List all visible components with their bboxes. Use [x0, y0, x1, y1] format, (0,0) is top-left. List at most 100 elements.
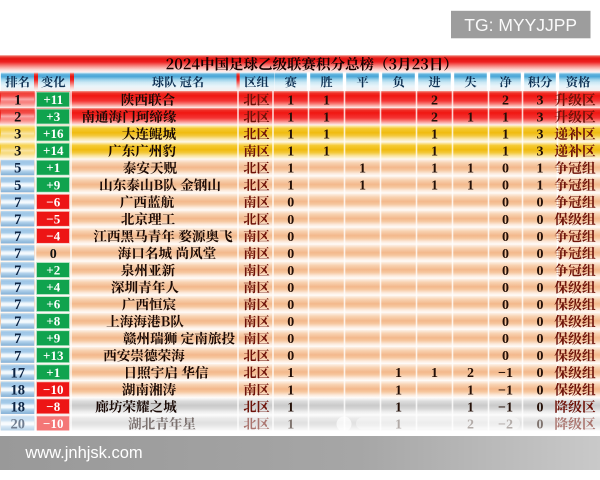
svg-text:+4: +4: [46, 280, 60, 295]
svg-text:7: 7: [14, 331, 21, 347]
svg-text:1: 1: [323, 93, 330, 108]
svg-text:0: 0: [537, 366, 544, 381]
svg-text:−5: −5: [46, 211, 60, 226]
svg-text:−1: −1: [498, 383, 513, 398]
svg-text:1: 1: [323, 128, 330, 143]
svg-text:0: 0: [287, 213, 294, 228]
svg-text:0: 0: [537, 349, 544, 364]
svg-text:−8: −8: [46, 399, 60, 414]
svg-text:TG: MYYJJPP: TG: MYYJJPP: [464, 15, 577, 35]
svg-text:0: 0: [502, 230, 509, 245]
svg-text:1: 1: [431, 366, 438, 381]
svg-text:−1: −1: [498, 400, 513, 415]
svg-text:1: 1: [467, 162, 474, 177]
svg-text:+16: +16: [43, 126, 64, 141]
svg-text:1: 1: [287, 400, 294, 415]
svg-text:0: 0: [537, 247, 544, 262]
svg-text:0: 0: [502, 349, 509, 364]
svg-text:0: 0: [537, 332, 544, 347]
svg-text:7: 7: [14, 212, 21, 228]
svg-text:0: 0: [287, 230, 294, 245]
svg-text:7: 7: [14, 280, 21, 296]
svg-text:3: 3: [537, 128, 544, 143]
svg-text:0: 0: [537, 383, 544, 398]
svg-text:2: 2: [467, 366, 474, 381]
svg-text:1: 1: [287, 93, 294, 108]
svg-text:0: 0: [287, 281, 294, 296]
svg-text:0: 0: [537, 213, 544, 228]
svg-text:1: 1: [287, 145, 294, 160]
svg-text:0: 0: [502, 196, 509, 211]
svg-text:www.jnhjsk.com: www.jnhjsk.com: [24, 444, 142, 462]
svg-text:−10: −10: [43, 382, 63, 397]
svg-text:1: 1: [467, 179, 474, 194]
svg-text:1: 1: [287, 366, 294, 381]
svg-text:1: 1: [287, 417, 294, 432]
svg-text:0: 0: [502, 179, 509, 194]
svg-text:−4: −4: [46, 228, 60, 243]
svg-text:7: 7: [14, 314, 21, 330]
svg-text:0: 0: [502, 264, 509, 279]
svg-text:1: 1: [502, 145, 509, 160]
svg-text:0: 0: [287, 264, 294, 279]
svg-text:+9: +9: [46, 331, 60, 346]
svg-text:0: 0: [502, 298, 509, 313]
svg-text:2: 2: [14, 110, 21, 126]
svg-text:0: 0: [287, 332, 294, 347]
svg-text:−10: −10: [43, 416, 63, 431]
svg-text:18: 18: [11, 382, 26, 398]
svg-text:+1: +1: [46, 160, 60, 175]
svg-text:1: 1: [323, 145, 330, 160]
svg-text:+2: +2: [46, 263, 60, 278]
svg-text:0: 0: [537, 400, 544, 415]
svg-text:+3: +3: [46, 109, 60, 124]
svg-text:0: 0: [502, 281, 509, 296]
svg-text:0: 0: [537, 281, 544, 296]
svg-text:1: 1: [537, 162, 544, 177]
svg-text:3: 3: [14, 127, 21, 143]
svg-text:1: 1: [537, 179, 544, 194]
svg-text:1: 1: [467, 383, 474, 398]
svg-text:5: 5: [14, 178, 21, 194]
svg-text:0: 0: [287, 315, 294, 330]
svg-text:+6: +6: [46, 297, 60, 312]
svg-text:2: 2: [467, 417, 474, 432]
svg-text:+9: +9: [46, 177, 60, 192]
svg-text:3: 3: [14, 144, 21, 160]
svg-text:2: 2: [431, 93, 438, 108]
svg-text:1: 1: [287, 162, 294, 177]
svg-text:3: 3: [537, 145, 544, 160]
svg-text:18: 18: [11, 399, 26, 415]
svg-text:0: 0: [502, 213, 509, 228]
svg-text:0: 0: [287, 298, 294, 313]
svg-text:2: 2: [431, 110, 438, 125]
svg-text:0: 0: [502, 332, 509, 347]
svg-text:20: 20: [11, 416, 26, 432]
svg-text:1: 1: [395, 400, 402, 415]
svg-text:2: 2: [502, 93, 509, 108]
svg-text:1: 1: [502, 128, 509, 143]
svg-text:1: 1: [431, 128, 438, 143]
svg-text:1: 1: [287, 110, 294, 125]
svg-text:0: 0: [287, 196, 294, 211]
svg-text:7: 7: [14, 195, 21, 211]
svg-text:5: 5: [14, 161, 21, 177]
svg-text:0: 0: [537, 298, 544, 313]
svg-text:+8: +8: [46, 314, 60, 329]
svg-text:0: 0: [537, 417, 544, 432]
svg-text:0: 0: [502, 247, 509, 262]
svg-text:0: 0: [537, 196, 544, 211]
svg-text:0: 0: [537, 315, 544, 330]
svg-text:−6: −6: [46, 194, 60, 209]
svg-text:+11: +11: [43, 92, 63, 107]
svg-text:3: 3: [537, 110, 544, 125]
svg-text:0: 0: [287, 247, 294, 262]
svg-text:1: 1: [287, 128, 294, 143]
svg-text:+1: +1: [46, 365, 60, 380]
svg-text:1: 1: [502, 110, 509, 125]
svg-text:1: 1: [359, 162, 366, 177]
svg-text:1: 1: [395, 417, 402, 432]
svg-text:1: 1: [467, 110, 474, 125]
svg-text:1: 1: [395, 366, 402, 381]
svg-text:0: 0: [537, 230, 544, 245]
